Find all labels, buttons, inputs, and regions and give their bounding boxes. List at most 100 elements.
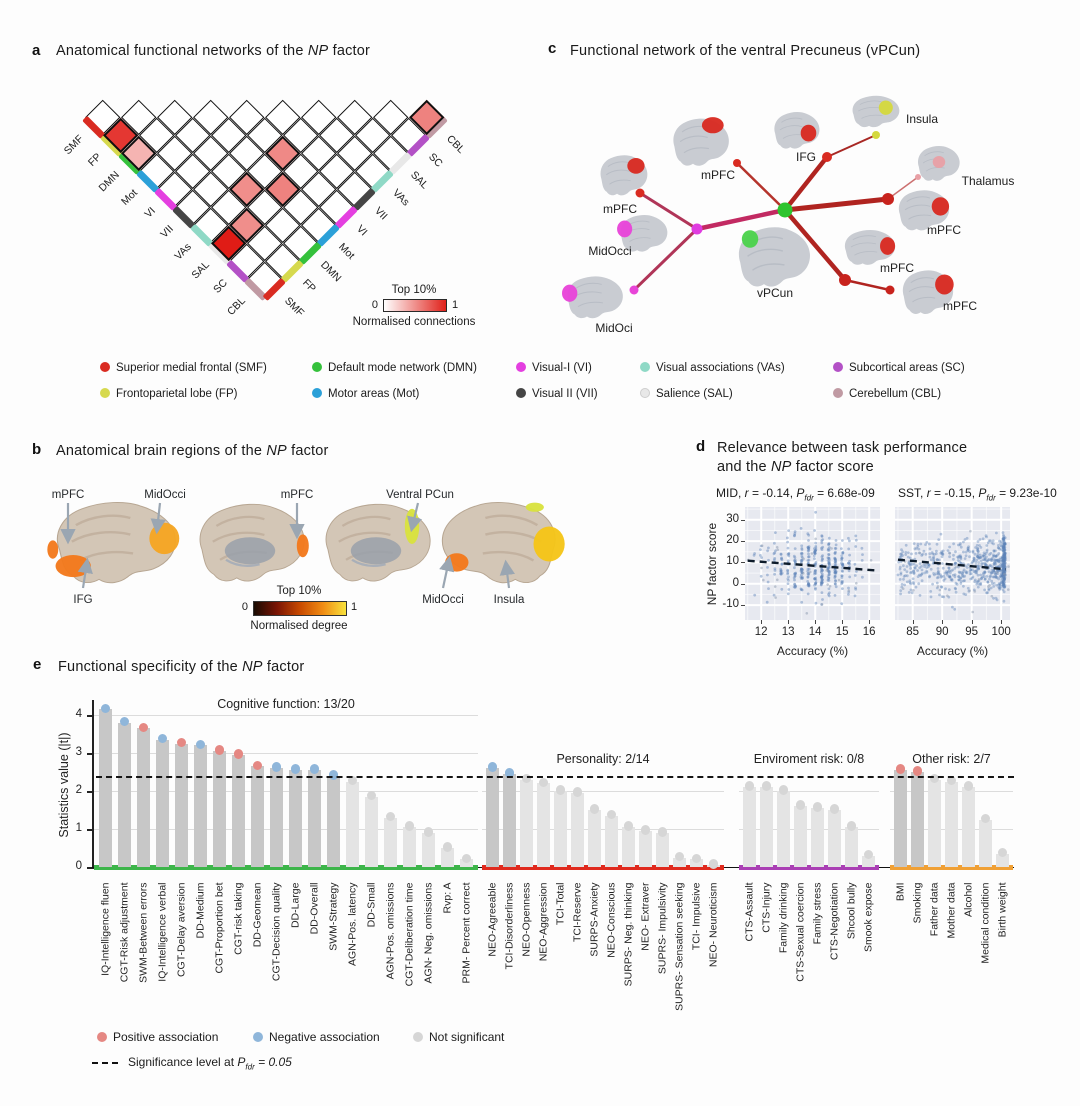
network-node xyxy=(777,202,793,218)
significance-dot xyxy=(176,737,187,748)
bar xyxy=(845,827,858,867)
legend-label: Not significant xyxy=(429,1030,505,1044)
bar-label: AGN- Neg. omissions xyxy=(422,882,434,984)
significance-dot xyxy=(487,762,498,772)
legend-item: Cerebellum (CBL) xyxy=(833,388,941,400)
y-tick-label: 20 xyxy=(726,534,739,547)
legend-item: Salience (SAL) xyxy=(640,388,733,400)
bar xyxy=(760,787,773,867)
x-axis-label: Accuracy (%) xyxy=(776,644,849,658)
bar-label: SWM-Strategy xyxy=(327,882,339,951)
significance-dot xyxy=(863,849,874,860)
significance-dot xyxy=(895,764,906,774)
y-tick-mark xyxy=(741,541,745,543)
legend-color-dot xyxy=(97,1032,107,1042)
network-node xyxy=(691,223,703,235)
x-tick-mark xyxy=(788,620,790,624)
significance-dot xyxy=(423,827,434,837)
network-node xyxy=(629,285,639,295)
bar xyxy=(794,806,807,867)
bar xyxy=(673,857,686,867)
matrix-colorbar xyxy=(383,299,447,312)
bar-label: NEO-Agreeable xyxy=(486,882,498,957)
legend-item: Motor areas (Mot) xyxy=(312,388,419,400)
y-tick-label: 4 xyxy=(75,708,82,720)
region-label: vPCun xyxy=(756,286,794,300)
bar xyxy=(327,775,340,867)
network-node xyxy=(885,285,895,295)
bar-label: PRM- Percent correct xyxy=(460,882,472,984)
x-tick-label: 85 xyxy=(906,626,920,638)
brain-annotation-label: mPFC xyxy=(51,489,85,501)
significance-dot xyxy=(138,722,149,733)
significance-dot xyxy=(829,804,840,814)
bar xyxy=(862,855,875,867)
significance-dot xyxy=(157,733,168,744)
panel-d-label: d xyxy=(696,438,706,455)
y-axis-label: Statistics value (|t|) xyxy=(57,732,71,838)
region-label: mPFC xyxy=(701,168,735,182)
x-tick-mark xyxy=(1001,620,1003,624)
gridline xyxy=(482,791,724,792)
y-tick-mark xyxy=(741,562,745,564)
region-label: IFG xyxy=(796,150,816,164)
bar-label: CTS-Injury xyxy=(760,882,772,933)
network-node xyxy=(882,193,894,205)
matrix-colorbar-max: 1 xyxy=(452,299,459,311)
brain-thumbnail xyxy=(914,144,962,184)
significance-dot xyxy=(504,768,515,778)
significance-dot xyxy=(385,811,396,822)
brain-thumbnail xyxy=(840,228,898,268)
region-label: mPFC xyxy=(927,223,961,237)
bar-label: Mother data xyxy=(945,882,957,939)
x-tick-mark xyxy=(942,620,944,624)
significance-dot xyxy=(946,775,957,786)
significance-dot xyxy=(606,809,617,820)
bar-label: Shcool bully xyxy=(845,882,857,940)
brain-thumbnail xyxy=(770,110,822,152)
significance-dot xyxy=(980,813,991,824)
bar xyxy=(656,832,669,867)
bar-label: SURPS-Anxiety xyxy=(588,882,600,957)
x-tick-mark xyxy=(761,620,763,624)
brain-annotation-label: MidOcci xyxy=(144,489,186,501)
y-axis-line xyxy=(92,700,94,869)
bar-label: CGT-risk taking xyxy=(232,882,244,955)
significance-dot xyxy=(912,766,923,776)
legend-color-dot xyxy=(413,1032,423,1042)
gridline xyxy=(94,715,478,716)
bar-label: SUPRS- Sensation seeking xyxy=(673,882,685,1011)
bar-label: NEO-Openness xyxy=(520,882,532,957)
matrix-colorbar-title: Top 10% xyxy=(391,284,437,296)
bar xyxy=(289,770,302,867)
legend-color-dot xyxy=(833,362,843,372)
bar xyxy=(639,830,652,867)
significance-dot xyxy=(521,773,532,784)
network-edge xyxy=(782,154,830,213)
significance-dot xyxy=(328,770,339,780)
y-tick-label: 1 xyxy=(75,822,82,834)
bar xyxy=(911,772,924,867)
x-axis-label: Accuracy (%) xyxy=(916,644,989,658)
bar xyxy=(118,722,131,867)
bar xyxy=(520,779,533,867)
legend-color-dot xyxy=(516,388,526,398)
bar xyxy=(251,766,264,867)
bar xyxy=(777,791,790,867)
matrix-colorbar-min: 0 xyxy=(371,299,378,311)
brain-thumbnail xyxy=(848,94,902,130)
legend-color-dot xyxy=(100,362,110,372)
scatter-plot xyxy=(895,507,1017,620)
network-node xyxy=(872,131,880,139)
significance-dot xyxy=(347,775,358,786)
legend-label: Superior medial frontal (SMF) xyxy=(116,362,267,374)
significance-dot xyxy=(761,781,772,791)
bar xyxy=(99,709,112,867)
significance-dot xyxy=(674,851,685,862)
legend-item: Visual-I (VI) xyxy=(516,362,592,374)
legend-color-dot xyxy=(253,1032,263,1042)
bar-label: DD-Small xyxy=(365,882,377,928)
bar xyxy=(588,810,601,867)
legend-item: Frontoparietal lobe (FP) xyxy=(100,388,237,400)
